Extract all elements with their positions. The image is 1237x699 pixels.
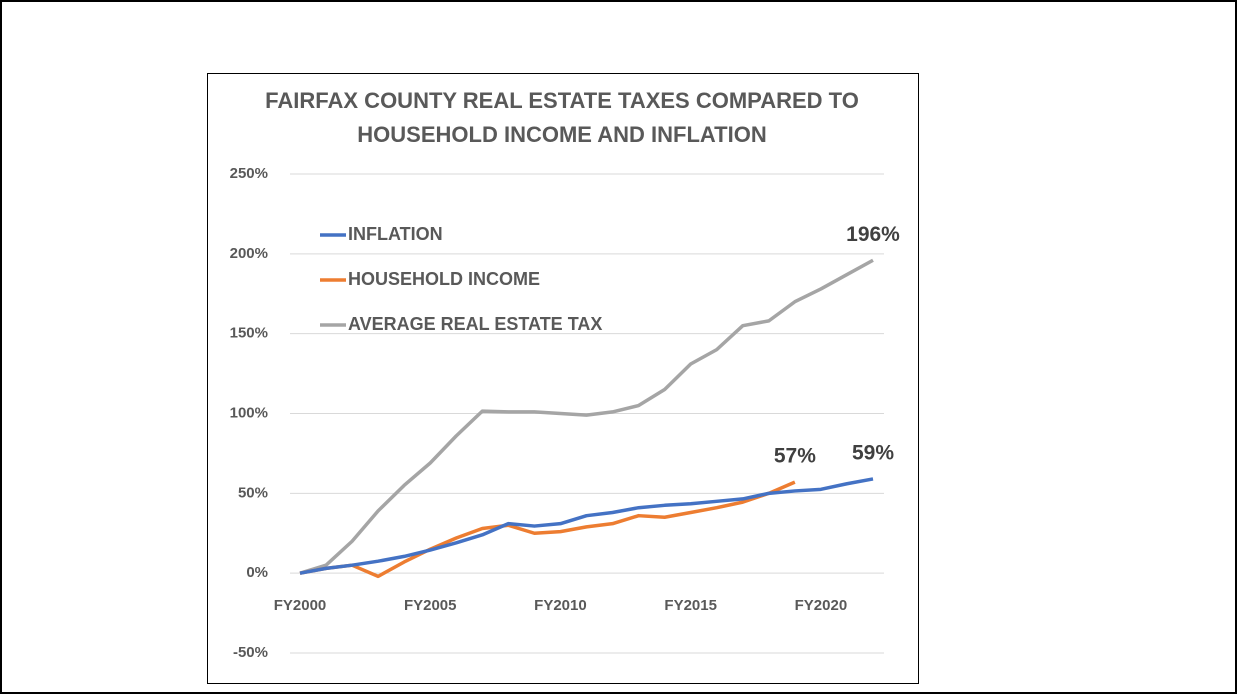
chart-frame	[207, 73, 919, 684]
chart-title: HOUSEHOLD INCOME AND INFLATION	[357, 122, 766, 147]
legend-label: HOUSEHOLD INCOME	[348, 269, 540, 289]
series-line	[299, 477, 874, 575]
series-line	[299, 258, 874, 575]
x-tick-label: FY2005	[404, 597, 457, 614]
legend-label: AVERAGE REAL ESTATE TAX	[348, 314, 602, 334]
y-tick-label: 50%	[238, 484, 268, 501]
x-tick-label: FY2015	[664, 597, 717, 614]
y-tick-label: 250%	[230, 165, 268, 182]
data-label: 196%	[846, 223, 900, 246]
y-tick-label: 150%	[230, 325, 268, 342]
x-tick-label: FY2000	[274, 597, 327, 614]
y-tick-label: -50%	[233, 644, 268, 661]
x-tick-label: FY2010	[534, 597, 587, 614]
data-label: 57%	[774, 445, 816, 468]
y-tick-label: 200%	[230, 245, 268, 262]
series-line	[299, 480, 796, 579]
y-tick-label: 0%	[246, 564, 268, 581]
legend-label: INFLATION	[348, 224, 443, 244]
y-tick-label: 100%	[230, 404, 268, 421]
chart-title: FAIRFAX COUNTY REAL ESTATE TAXES COMPARE…	[265, 88, 859, 113]
data-label: 59%	[852, 442, 894, 465]
x-tick-label: FY2020	[795, 597, 848, 614]
